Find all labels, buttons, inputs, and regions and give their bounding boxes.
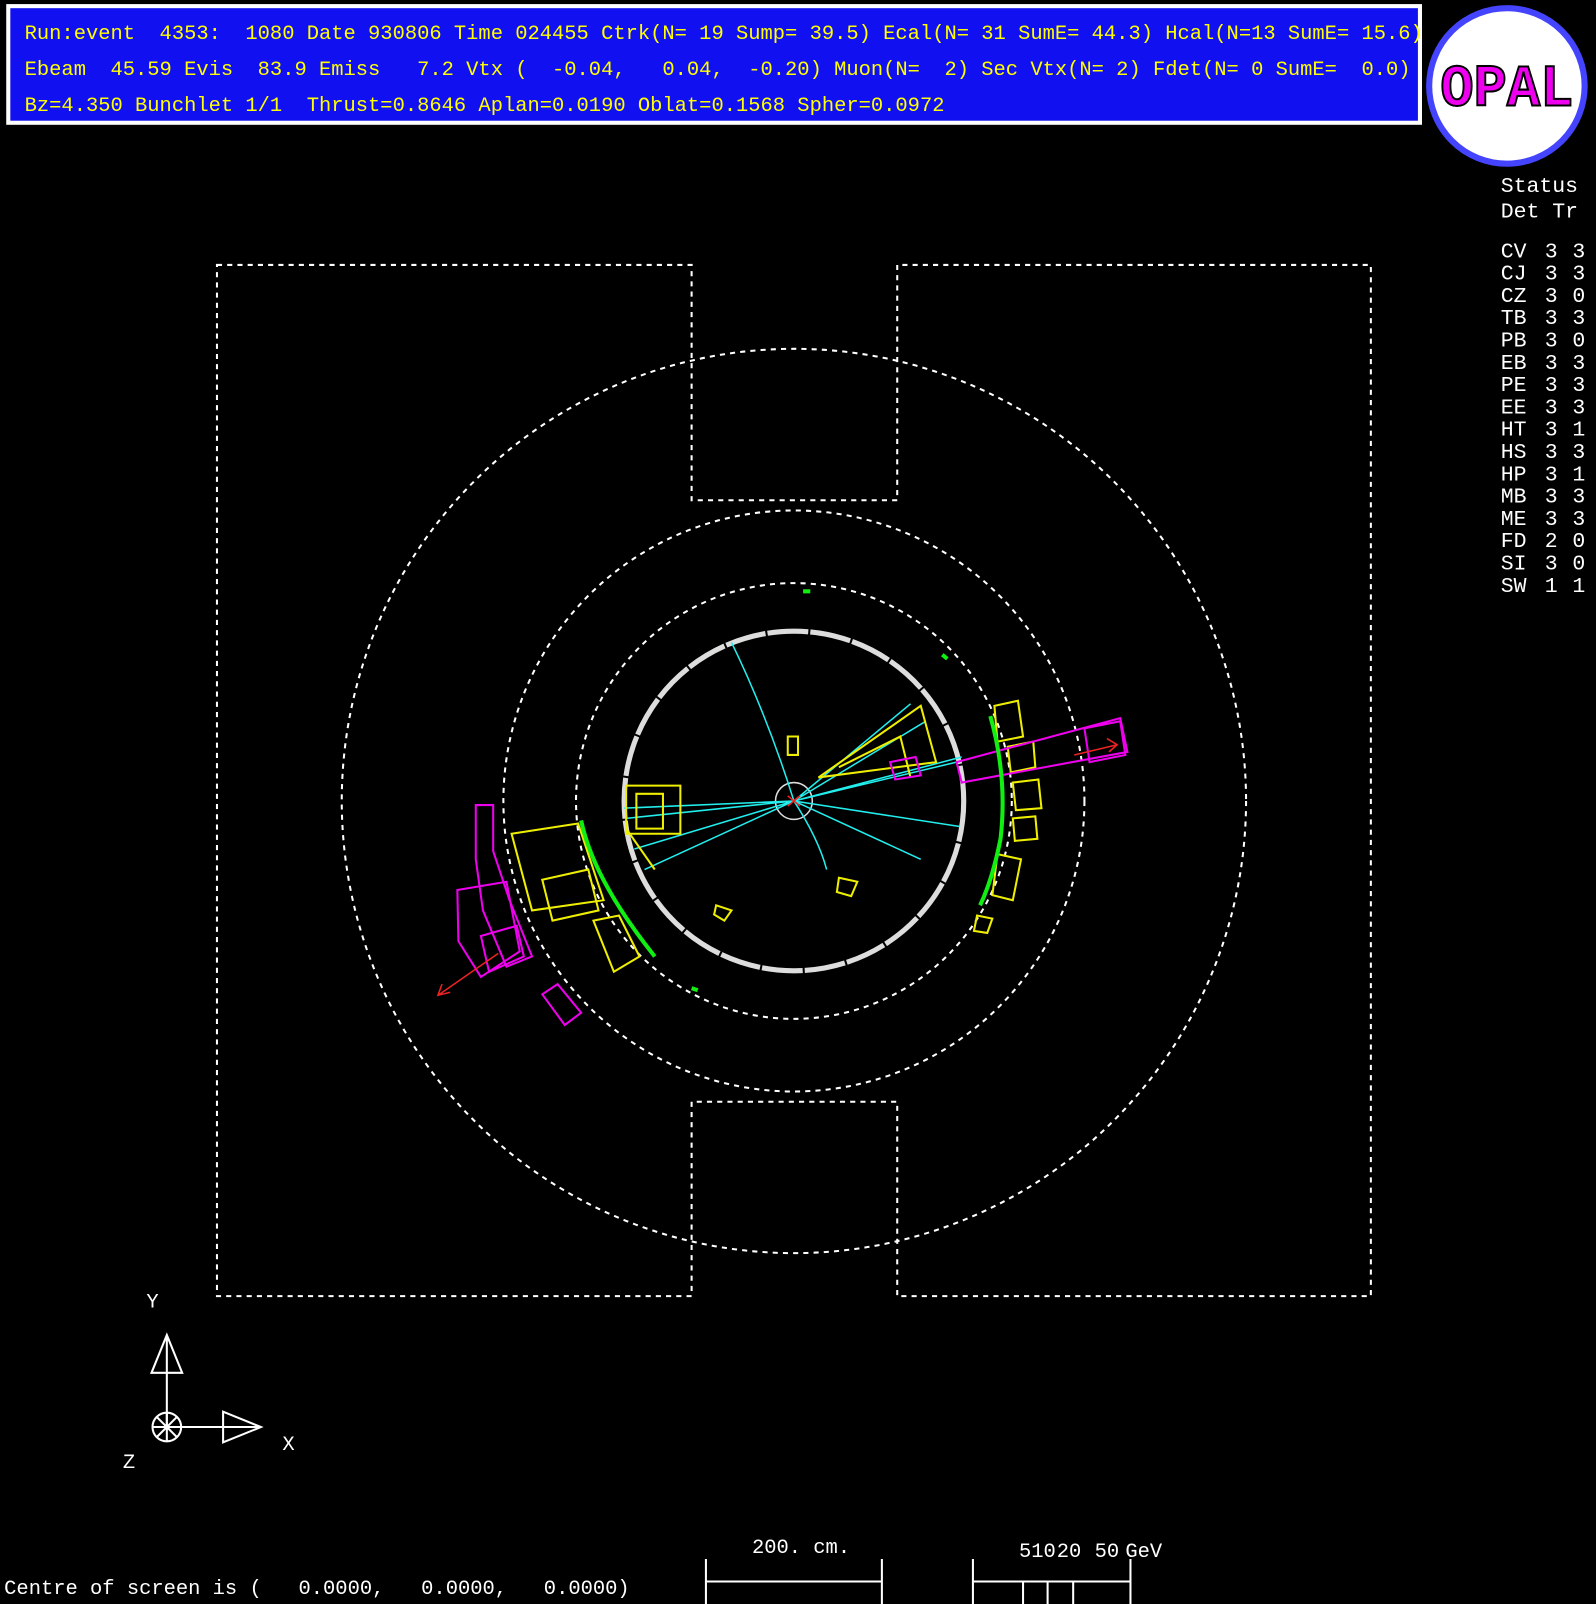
axis-label: Z <box>123 1452 135 1475</box>
presampler-hits <box>579 589 1005 993</box>
status-cell: SI <box>1501 553 1527 577</box>
status-columns: Det Tr <box>1501 200 1578 224</box>
status-cell: 3 <box>1545 330 1558 354</box>
header-line: Run:event 4353: 1080 Date 930806 Time 02… <box>25 23 1423 46</box>
hcal-ring <box>502 509 1086 1093</box>
status-cell: 3 <box>1545 553 1558 577</box>
status-cell: 0 <box>1572 530 1585 554</box>
status-cell: 3 <box>1572 508 1585 532</box>
status-cell: 1 <box>1572 575 1585 599</box>
energy-scale-label: 20 <box>1057 1541 1082 1564</box>
status-cell: 3 <box>1545 352 1558 376</box>
status-cell: 3 <box>1572 486 1585 510</box>
energy-scale-label: 50 <box>1095 1541 1120 1564</box>
axis-label: X <box>282 1434 294 1457</box>
status-cell: 1 <box>1572 463 1585 487</box>
status-cell: PB <box>1501 330 1527 354</box>
status-cell: 3 <box>1572 240 1585 264</box>
status-cell: FD <box>1501 530 1527 554</box>
status-cell: CJ <box>1501 263 1527 287</box>
logo: OPAL <box>1426 5 1588 167</box>
energy-scale-label: 10 <box>1031 1541 1056 1564</box>
status-cell: 3 <box>1545 263 1558 287</box>
axis-icon <box>149 1332 264 1444</box>
status-cell: EE <box>1501 396 1527 420</box>
footer: Centre of screen is ( 0.0000, 0.0000, 0.… <box>4 1578 630 1601</box>
status-cell: 3 <box>1572 352 1585 376</box>
status-cell: 3 <box>1545 463 1558 487</box>
logo-text: OPAL <box>1440 57 1573 124</box>
status-cell: 3 <box>1545 419 1558 443</box>
status-cell: 0 <box>1572 330 1585 354</box>
status-cell: HP <box>1501 463 1527 487</box>
status-cell: TB <box>1501 307 1527 331</box>
status-cell: 3 <box>1572 374 1585 398</box>
status-cell: CV <box>1501 240 1527 264</box>
hcal-clusters <box>456 716 1129 1027</box>
status-cell: 0 <box>1572 285 1585 309</box>
header-line: Bz=4.350 Bunchlet 1/1 Thrust=0.8646 Apla… <box>25 95 945 118</box>
vertex <box>774 781 814 821</box>
status-cell: MB <box>1501 486 1527 510</box>
status-cell: ME <box>1501 508 1527 532</box>
status-cell: HT <box>1501 419 1527 443</box>
ecal-clusters <box>510 699 1043 974</box>
scale-bars <box>704 1558 1132 1604</box>
status-cell: SW <box>1501 575 1527 599</box>
status-cell: 1 <box>1572 419 1585 443</box>
muon-ring <box>340 347 1248 1255</box>
status-cell: CZ <box>1501 285 1527 309</box>
status-panel: Status Det Tr CV 3 3CJ 3 3CZ 3 0TB 3 3PB 3 0EB 3 3PE… <box>1501 175 1585 599</box>
status-cell: 1 <box>1545 575 1558 599</box>
energy-scale-label: 5 <box>1019 1541 1031 1564</box>
header: Run:event 4353: 1080 Date 930806 Time 02… <box>25 23 1423 118</box>
status-cell: 3 <box>1572 396 1585 420</box>
status-cell: PE <box>1501 374 1527 398</box>
status-cell: 3 <box>1545 374 1558 398</box>
status-cell: 3 <box>1545 441 1558 465</box>
header-box <box>6 4 1423 125</box>
status-cell: 3 <box>1545 486 1558 510</box>
status-title: Status <box>1501 175 1578 199</box>
status-cell: 3 <box>1545 396 1558 420</box>
tracks <box>624 642 962 871</box>
status-cell: 3 <box>1572 263 1585 287</box>
jet-chamber <box>621 628 967 974</box>
energy-scale-label: GeV <box>1125 1541 1163 1564</box>
status-cell: 0 <box>1572 553 1585 577</box>
status-cell: HS <box>1501 441 1527 465</box>
status-cell: 3 <box>1545 307 1558 331</box>
status-cell: 3 <box>1545 508 1558 532</box>
status-cell: 3 <box>1572 441 1585 465</box>
status-cell: 3 <box>1572 307 1585 331</box>
status-cell: 2 <box>1545 530 1558 554</box>
status-cell: EB <box>1501 352 1527 376</box>
length-scale-label: 200. cm. <box>752 1537 850 1560</box>
yoke <box>215 263 1372 1298</box>
ecal-ring <box>574 582 1013 1020</box>
status-cell: 3 <box>1545 240 1558 264</box>
axis-label: Y <box>146 1292 158 1315</box>
header-line: Ebeam 45.59 Evis 83.9 Emiss 7.2 Vtx ( -0… <box>25 59 1411 82</box>
status-cell: 3 <box>1545 285 1558 309</box>
muon-arrows <box>436 737 1119 997</box>
